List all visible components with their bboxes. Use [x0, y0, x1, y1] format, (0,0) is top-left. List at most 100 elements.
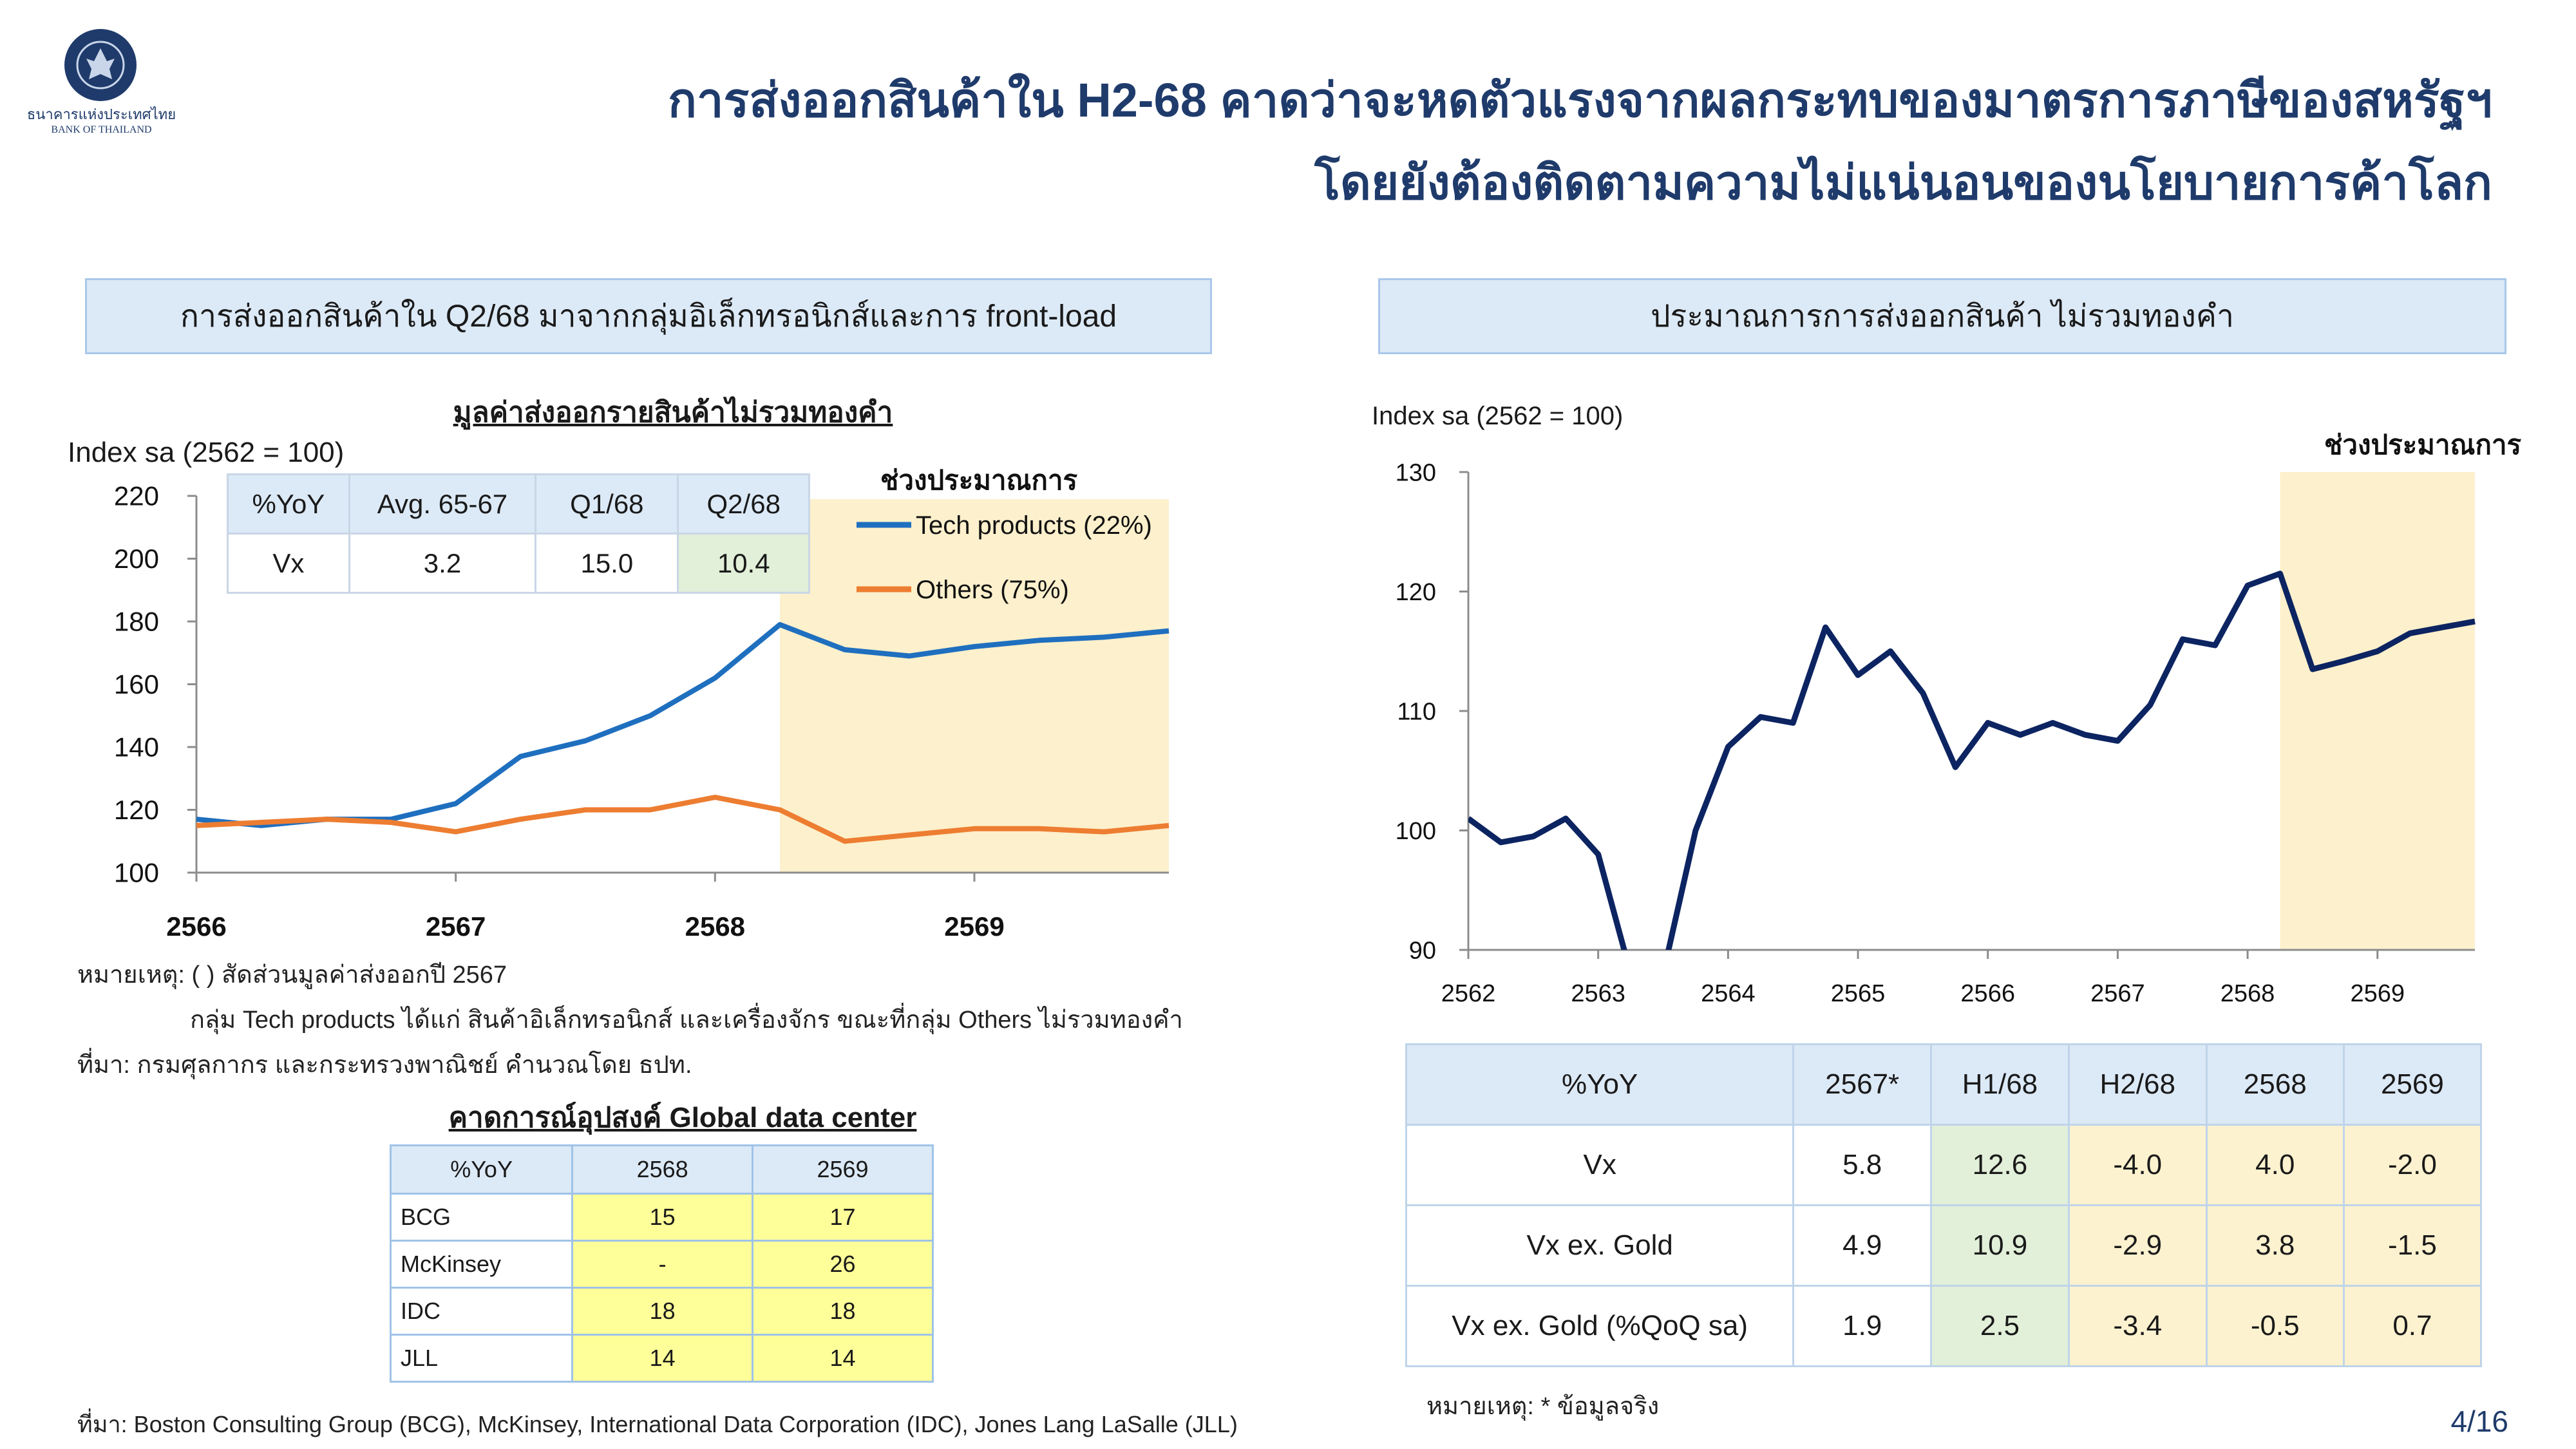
rt-cell: -3.4 — [2067, 1285, 2208, 1367]
right-chart-ylabel: Index sa (2562 = 100) — [1372, 402, 1624, 430]
rt-cell: 2.5 — [1930, 1285, 2070, 1367]
x-tick-label: 2569 — [944, 911, 1004, 942]
dc-row-label: BCG — [389, 1193, 574, 1242]
dc-cell: 18 — [752, 1287, 934, 1336]
rt-cell: -2.9 — [2067, 1204, 2208, 1287]
x-tick-label: 2567 — [2090, 980, 2145, 1007]
legend-label-1: Tech products (22%) — [916, 511, 1152, 540]
right-note: หมายเหตุ: * ข้อมูลจริง — [1426, 1393, 1660, 1420]
dc-cell: - — [571, 1240, 754, 1289]
inset-cell: 15.0 — [535, 533, 679, 594]
legend-label-2: Others (75%) — [916, 576, 1069, 604]
rt-header-cell: 2567* — [1792, 1043, 1933, 1126]
title-line-2: โดยยังต้องติดตามความไม่แน่นอนของนโยบายกา… — [1314, 156, 2492, 209]
x-tick-label: 2563 — [1571, 980, 1625, 1007]
rt-row-label: Vx ex. Gold — [1405, 1204, 1795, 1287]
rt-cell: 1.9 — [1792, 1285, 1933, 1367]
title-line-1: การส่งออกสินค้าใน H2-68 คาดว่าจะหดตัวแรง… — [668, 73, 2492, 127]
garuda-icon — [76, 41, 125, 90]
rt-cell: 10.9 — [1930, 1204, 2070, 1287]
y-tick-label: 160 — [114, 669, 159, 699]
left-panel-header: การส่งออกสินค้าใน Q2/68 มาจากกลุ่มอิเล็ก… — [85, 278, 1212, 354]
left-chart-ylabel: Index sa (2562 = 100) — [68, 437, 345, 468]
rt-cell: 0.7 — [2342, 1285, 2483, 1367]
series-line-2 — [196, 795, 1170, 844]
rt-cell: -4.0 — [2067, 1124, 2208, 1206]
y-tick-label: 140 — [114, 732, 159, 762]
x-tick-label: 2569 — [2350, 980, 2405, 1007]
rt-cell: 4.0 — [2205, 1124, 2345, 1206]
dc-title: คาดการณ์อุปสงค์ Global data center — [448, 1102, 917, 1133]
x-tick-label: 2562 — [1441, 980, 1496, 1007]
x-tick-label: 2568 — [685, 911, 745, 942]
x-tick-label: 2565 — [1831, 980, 1886, 1007]
y-tick-label: 100 — [114, 858, 159, 888]
page-title: การส่งออกสินค้าใน H2-68 คาดว่าจะหดตัวแรง… — [431, 59, 2492, 224]
left-chart-title: มูลค่าส่งออกรายสินค้าไม่รวมทองคำ — [453, 397, 893, 428]
left-note-2: กลุ่ม Tech products ได้แก่ สินค้าอิเล็กท… — [190, 1007, 1183, 1034]
rt-header-cell: 2568 — [2205, 1043, 2345, 1126]
rt-cell: 4.9 — [1792, 1204, 1933, 1287]
y-tick-label: 100 — [1396, 818, 1436, 845]
bot-logo-emblem — [64, 29, 137, 101]
inset-header-cell: Q1/68 — [535, 473, 679, 535]
rt-header-cell: H1/68 — [1930, 1043, 2070, 1126]
left-note-1: หมายเหตุ: ( ) สัดส่วนมูลค่าส่งออกปี 2567 — [77, 961, 507, 989]
forecast-shade — [780, 499, 1169, 873]
dc-row-label: McKinsey — [389, 1240, 574, 1289]
dc-table: %YoY 2568 2569 BCG 15 17 McKinsey - 26 I… — [389, 1144, 934, 1383]
series-line-1 — [1468, 571, 2476, 950]
dc-cell: 15 — [571, 1193, 754, 1242]
y-tick-label: 120 — [114, 795, 159, 825]
x-tick-label: 2567 — [426, 911, 486, 942]
y-tick-label: 120 — [1396, 579, 1436, 606]
y-tick-label: 180 — [114, 607, 159, 637]
page-number: 4/16 — [2450, 1405, 2508, 1438]
dc-cell: 14 — [752, 1334, 934, 1383]
dc-header-cell: 2569 — [752, 1144, 934, 1195]
rt-header-cell: H2/68 — [2067, 1043, 2208, 1126]
y-tick-label: 90 — [1409, 937, 1436, 964]
rt-row-label: Vx ex. Gold (%QoQ sa) — [1405, 1285, 1795, 1367]
rt-cell: 3.8 — [2205, 1204, 2345, 1287]
right-panel-header: ประมาณการการส่งออกสินค้า ไม่รวมทองคำ — [1378, 278, 2506, 354]
inset-cell: Vx — [227, 533, 350, 594]
x-tick-label: 2568 — [2221, 980, 2275, 1007]
right-panel-header-text: ประมาณการการส่งออกสินค้า ไม่รวมทองคำ — [1651, 299, 2234, 334]
dc-cell: 26 — [752, 1240, 934, 1289]
inset-header-cell: %YoY — [227, 473, 350, 535]
left-inset-table: %YoY Avg. 65-67 Q1/68 Q2/68 Vx 3.2 15.0 … — [227, 473, 810, 594]
inset-cell: 3.2 — [348, 533, 537, 594]
rt-header-cell: 2569 — [2342, 1043, 2483, 1126]
x-tick-label: 2566 — [1960, 980, 2015, 1007]
left-panel-header-text: การส่งออกสินค้าใน Q2/68 มาจากกลุ่มอิเล็ก… — [180, 299, 1117, 334]
logo-text-en: BANK OF THAILAND — [51, 124, 152, 135]
left-note-3: ที่มา: กรมศุลกากร และกระทรวงพาณิชย์ คำนว… — [77, 1052, 692, 1079]
forecast-shade — [2280, 472, 2475, 950]
inset-header-cell: Avg. 65-67 — [348, 473, 537, 535]
rt-cell: 12.6 — [1930, 1124, 2070, 1206]
left-forecast-label: ช่วงประมาณการ — [880, 465, 1078, 495]
inset-header-cell: Q2/68 — [677, 473, 810, 535]
dc-cell: 18 — [571, 1287, 754, 1336]
rt-cell: -1.5 — [2342, 1204, 2483, 1287]
dc-header-cell: %YoY — [389, 1144, 574, 1195]
x-tick-label: 2566 — [166, 911, 226, 942]
dc-header-cell: 2568 — [571, 1144, 754, 1195]
rt-cell: -2.0 — [2342, 1124, 2483, 1206]
dc-row-label: IDC — [389, 1287, 574, 1336]
y-tick-label: 200 — [114, 544, 159, 574]
left-source: ที่มา: Boston Consulting Group (BCG), Mc… — [77, 1411, 1238, 1437]
y-tick-label: 110 — [1397, 698, 1436, 725]
rt-cell: -0.5 — [2205, 1285, 2345, 1367]
logo-text: ธนาคารแห่งประเทศไทย BANK OF THAILAND — [16, 107, 187, 138]
rt-row-label: Vx — [1405, 1124, 1795, 1206]
y-tick-label: 220 — [114, 481, 159, 511]
dc-row-label: JLL — [389, 1334, 574, 1383]
inset-cell: 10.4 — [677, 533, 810, 594]
rt-header-cell: %YoY — [1405, 1043, 1795, 1126]
right-forecast-table: %YoY 2567* H1/68 H2/68 2568 2569 Vx 5.8 … — [1405, 1043, 2483, 1367]
rt-cell: 5.8 — [1792, 1124, 1933, 1206]
